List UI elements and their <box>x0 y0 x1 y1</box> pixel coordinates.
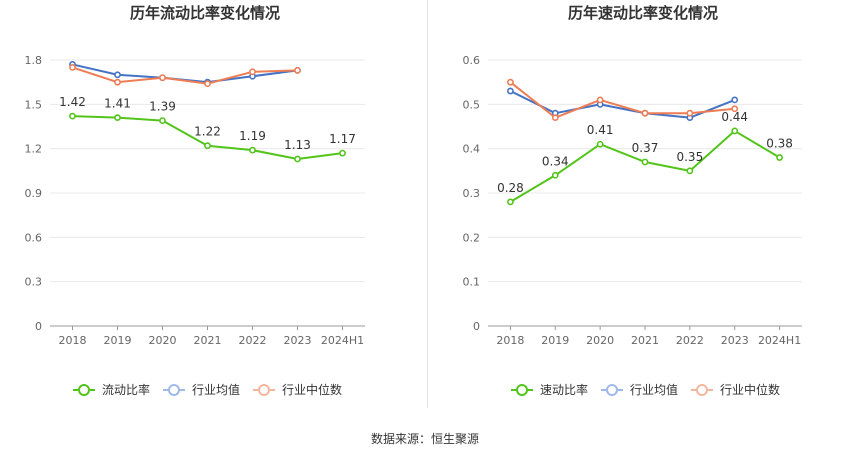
x-tick-label: 2022 <box>239 334 267 347</box>
data-point-median <box>641 109 649 117</box>
data-label: 0.35 <box>676 150 703 164</box>
y-tick-label: 0.6 <box>25 231 43 244</box>
x-tick-label: 2018 <box>496 334 524 347</box>
y-tick-label: 1.2 <box>25 143 43 156</box>
data-label: 0.37 <box>632 141 659 155</box>
data-label: 0.44 <box>721 110 748 124</box>
data-point-main <box>776 154 783 161</box>
data-point-main <box>249 146 256 154</box>
x-tick-label: 2021 <box>194 334 222 347</box>
data-point-median <box>551 114 559 122</box>
legend-marker-main <box>78 384 90 396</box>
data-label: 1.42 <box>59 95 86 109</box>
chart-title: 历年流动比率变化情况 <box>130 4 280 22</box>
data-point-median <box>507 78 514 86</box>
data-point-median <box>596 96 604 104</box>
data-point-main <box>294 155 301 163</box>
legend-marker-avg <box>168 384 180 396</box>
x-tick-label: 2021 <box>631 334 659 347</box>
x-tick-label: 2022 <box>676 334 704 347</box>
legend-label-median: 行业中位数 <box>720 382 780 397</box>
y-tick-label: 0 <box>473 320 480 333</box>
data-point-main <box>339 149 346 157</box>
data-point-main <box>159 117 166 124</box>
data-label: 1.13 <box>284 138 311 152</box>
chart-2: 历年速动比率变化情况 0 0.1 0.2 0.3 0.4 0.5 0.6 2018 2019 202… <box>463 4 802 397</box>
y-tick-label: 0.1 <box>463 276 481 289</box>
data-point-median <box>114 78 121 86</box>
legend-label-avg: 行业均值 <box>192 382 240 397</box>
data-point-main <box>69 112 76 120</box>
series-line-median <box>509 81 735 119</box>
legend-marker-median <box>696 384 708 396</box>
legend: 流动比率 行业均值 行业中位数 <box>73 382 342 397</box>
x-tick-label: 2024H1 <box>758 334 801 347</box>
x-tick-label: 2018 <box>59 334 87 347</box>
y-tick-label: 1.8 <box>25 54 43 67</box>
x-tick-label: 2020 <box>149 334 177 347</box>
y-tick-label: 0.2 <box>463 231 481 244</box>
data-point-main <box>641 158 649 166</box>
legend-marker-main <box>516 384 528 396</box>
y-tick-label: 0 <box>35 320 42 333</box>
data-point-avg <box>507 87 514 95</box>
data-point-main <box>114 114 121 122</box>
data-point-median <box>159 74 166 82</box>
data-point-main <box>507 198 514 206</box>
data-point-median <box>294 66 301 74</box>
data-label: 0.38 <box>766 137 793 151</box>
legend: 速动比率 行业均值 行业中位数 <box>511 382 780 397</box>
data-label: 1.41 <box>104 97 131 111</box>
data-label: 1.17 <box>329 132 356 146</box>
legend-marker-median <box>258 384 270 396</box>
series-line-median <box>72 66 298 85</box>
data-label: 1.19 <box>239 129 266 143</box>
x-tick-label: 2019 <box>104 334 132 347</box>
data-point-median <box>731 105 739 113</box>
data-label: 1.39 <box>149 100 176 114</box>
data-label: 0.28 <box>497 181 524 195</box>
x-tick-label: 2024H1 <box>321 334 364 347</box>
panel-divider <box>427 0 428 408</box>
x-tick-label: 2020 <box>586 334 614 347</box>
legend-marker-avg <box>606 384 618 396</box>
data-point-main <box>204 142 211 150</box>
data-point-median <box>686 109 694 117</box>
y-tick-label: 0.3 <box>463 187 481 200</box>
y-tick-label: 0.6 <box>463 54 481 67</box>
x-tick-label: 2023 <box>284 334 312 347</box>
data-point-main <box>551 171 559 179</box>
legend-label-avg: 行业均值 <box>630 382 678 397</box>
data-label: 1.22 <box>194 125 221 139</box>
legend-label-main: 速动比率 <box>540 382 588 397</box>
chart-title: 历年速动比率变化情况 <box>568 4 718 22</box>
legend-label-median: 行业中位数 <box>282 382 342 397</box>
y-tick-label: 1.5 <box>25 98 43 111</box>
data-point-median <box>69 63 76 71</box>
y-tick-label: 0.4 <box>463 143 481 156</box>
data-point-main <box>731 127 739 135</box>
data-label: 0.41 <box>587 123 614 137</box>
legend-label-main: 流动比率 <box>102 382 150 397</box>
x-tick-label: 2019 <box>541 334 569 347</box>
data-point-main <box>596 140 604 148</box>
data-point-median <box>204 80 211 88</box>
x-tick-label: 2023 <box>721 334 749 347</box>
y-tick-label: 0.9 <box>25 187 43 200</box>
y-tick-label: 0.5 <box>463 98 481 111</box>
series-line-avg <box>509 90 736 119</box>
chart-1: 历年流动比率变化情况 0 0.3 0.6 0.9 1.2 1.5 1.8 2018 2019 202… <box>25 4 365 397</box>
data-label: 0.34 <box>542 154 569 168</box>
data-point-median <box>249 68 256 76</box>
data-point-avg <box>114 71 121 79</box>
y-tick-label: 0.3 <box>25 276 43 289</box>
data-source: 数据来源：恒生聚源 <box>370 432 479 446</box>
data-point-avg <box>731 96 739 104</box>
data-point-main <box>686 167 694 175</box>
